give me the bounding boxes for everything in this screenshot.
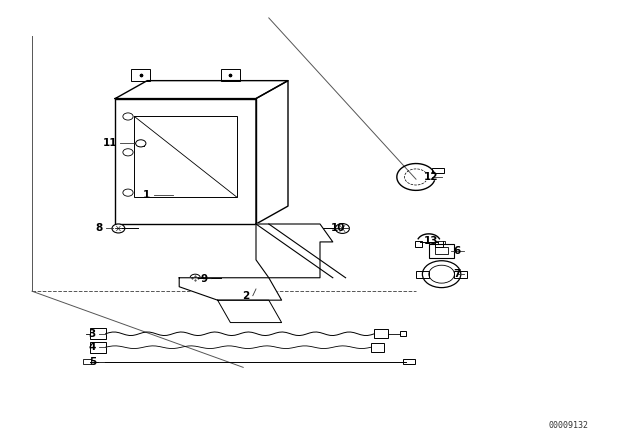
Circle shape [293,259,308,270]
Bar [400,331,406,336]
Text: 6: 6 [454,246,461,256]
Bar [374,329,388,338]
Bar [115,99,256,224]
Bar [429,244,454,258]
Text: 11: 11 [102,138,117,148]
Text: 12: 12 [424,172,438,182]
Bar [435,241,443,247]
Polygon shape [179,278,282,300]
Bar [221,69,240,81]
Text: 10: 10 [331,224,346,233]
Bar [403,359,415,364]
Bar [371,343,384,352]
Bar [83,359,91,364]
Polygon shape [256,224,333,278]
Circle shape [112,224,125,233]
Text: 13: 13 [424,236,438,246]
Bar [90,328,106,339]
Bar [134,116,237,197]
Circle shape [123,113,133,120]
Text: 9: 9 [201,274,208,284]
Text: 8: 8 [95,224,102,233]
Text: 7: 7 [453,269,461,279]
Bar [435,247,448,254]
Bar [415,241,422,247]
Circle shape [136,140,146,147]
Polygon shape [138,141,144,146]
Circle shape [123,189,133,196]
Polygon shape [218,300,282,323]
Text: 2: 2 [243,291,250,301]
Circle shape [429,265,454,283]
Text: 4: 4 [88,342,96,352]
Text: 5: 5 [89,357,96,366]
Circle shape [422,261,461,288]
Bar [131,69,150,81]
Text: 1: 1 [143,190,150,200]
Bar [454,271,467,278]
Bar [432,168,444,173]
Bar [438,241,445,244]
Bar [416,271,429,278]
Circle shape [335,224,349,233]
Text: 3: 3 [89,329,96,339]
Circle shape [123,149,133,156]
Text: 00009132: 00009132 [549,421,589,430]
Circle shape [190,274,200,281]
Bar [90,342,106,353]
